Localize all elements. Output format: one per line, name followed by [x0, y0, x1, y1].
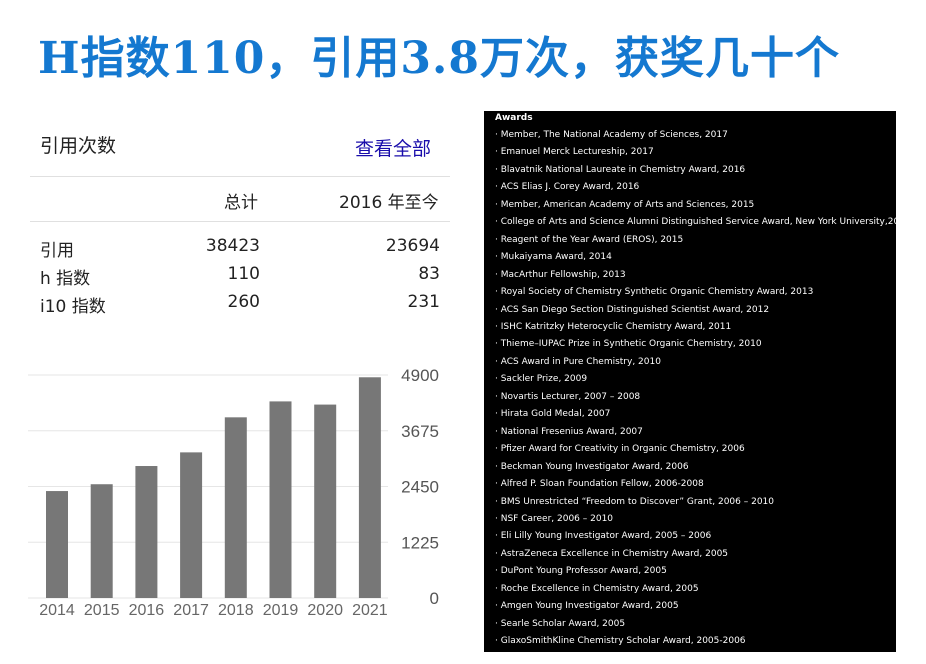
award-item: · Sackler Prize, 2009: [495, 374, 588, 385]
table-row: h 指数 110 83: [40, 264, 440, 290]
award-item: · Eli Lilly Young Investigator Award, 20…: [495, 531, 712, 542]
row-since: 83: [418, 264, 440, 284]
awards-panel: Awards · Member, The National Academy of…: [484, 111, 896, 652]
headline: H指数110，引用3.8万次，获奖几十个: [38, 33, 840, 84]
award-item: · Blavatnik National Laureate in Chemist…: [495, 164, 746, 175]
row-total: 38423: [205, 236, 260, 256]
divider: [30, 176, 450, 177]
awards-list: · Member, The National Academy of Scienc…: [495, 127, 896, 651]
award-item: · Member, The National Academy of Scienc…: [495, 130, 728, 140]
award-item: · College of Arts and Science Alumni Dis…: [495, 217, 896, 228]
award-item: · ACS Award in Pure Chemistry, 2010: [495, 356, 661, 367]
row-since: 23694: [385, 236, 440, 256]
bar-2017: [180, 452, 203, 598]
bar-2021: [358, 377, 381, 598]
x-tick-label: 2014: [39, 602, 75, 619]
y-tick-label: 3675: [401, 422, 439, 441]
award-item: · ACS San Diego Section Distinguished Sc…: [495, 304, 770, 315]
bar-2019: [269, 401, 292, 598]
x-tick-label: 2017: [173, 602, 209, 619]
award-item: · Amgen Young Investigator Award, 2005: [495, 601, 679, 612]
award-item: · ISHC Katritzky Heterocyclic Chemistry …: [495, 321, 732, 332]
award-item: · Pfizer Award for Creativity in Organic…: [495, 444, 745, 455]
table-row: 引用 38423 23694: [40, 236, 440, 262]
award-item: · National Fresenius Award, 2007: [495, 426, 643, 437]
x-tick-label: 2016: [129, 602, 165, 619]
award-item: · NSF Career, 2006 – 2010: [495, 513, 614, 524]
row-total: 110: [227, 264, 260, 284]
column-header-total: 总计: [224, 193, 258, 213]
row-label: i10 指数: [40, 297, 106, 317]
row-label: 引用: [40, 241, 74, 261]
x-tick-label: 2015: [84, 602, 120, 619]
x-tick-label: 2021: [352, 602, 388, 619]
award-item: · Emanuel Merck Lectureship, 2017: [495, 147, 654, 158]
y-tick-label: 2450: [401, 478, 439, 497]
award-item: · Roche Excellence in Chemistry Award, 2…: [495, 583, 699, 594]
bar-2016: [135, 466, 158, 598]
x-tick-label: 2018: [218, 602, 254, 619]
award-item: · Alfred P. Sloan Foundation Fellow, 200…: [495, 479, 704, 490]
award-item: · AstraZeneca Excellence in Chemistry Aw…: [495, 548, 729, 559]
column-header-since-2016: 2016 年至今: [339, 193, 439, 213]
y-tick-label: 4900: [401, 366, 439, 385]
x-tick-label: 2019: [263, 602, 299, 619]
award-item: · DuPont Young Professor Award, 2005: [495, 566, 667, 577]
bar-2015: [90, 484, 113, 598]
citations-bar-chart: 4900 3675 2450 1225 0 2014 2015 2016 2017 2018 201…: [28, 366, 439, 619]
row-since: 231: [407, 292, 440, 312]
award-item: · Reagent of the Year Award (EROS), 2015: [495, 234, 684, 245]
y-tick-label: 0: [430, 589, 439, 608]
award-item: · Hirata Gold Medal, 2007: [495, 409, 611, 420]
citations-title: 引用次数: [40, 135, 117, 157]
row-label: h 指数: [40, 269, 91, 289]
x-tick-label: 2020: [307, 602, 343, 619]
award-item: · ACS Elias J. Corey Award, 2016: [495, 182, 640, 193]
award-item: · Thieme–IUPAC Prize in Synthetic Organi…: [495, 339, 762, 350]
award-item: · MacArthur Fellowship, 2013: [495, 269, 626, 280]
bar-2018: [224, 417, 247, 598]
awards-heading: Awards: [495, 113, 533, 123]
award-item: · Novartis Lecturer, 2007 – 2008: [495, 391, 641, 402]
divider: [30, 221, 450, 222]
y-tick-label: 1225: [401, 533, 439, 552]
row-total: 260: [227, 292, 260, 312]
award-item: · BMS Unrestricted “Freedom to Discover”…: [495, 496, 775, 507]
award-item: · Mukaiyama Award, 2014: [495, 252, 612, 263]
award-item: · Member, American Academy of Arts and S…: [495, 199, 755, 210]
bar-2014: [46, 491, 68, 598]
award-item: · GlaxoSmithKline Chemistry Scholar Awar…: [495, 636, 746, 647]
award-item: · Beckman Young Investigator Award, 2006: [495, 461, 689, 472]
award-item: · Searle Scholar Award, 2005: [495, 618, 626, 629]
view-all-link[interactable]: 查看全部: [355, 138, 432, 160]
table-row: i10 指数 260 231: [40, 292, 440, 318]
award-item: · Royal Society of Chemistry Synthetic O…: [495, 287, 814, 298]
bar-2020: [314, 404, 337, 598]
